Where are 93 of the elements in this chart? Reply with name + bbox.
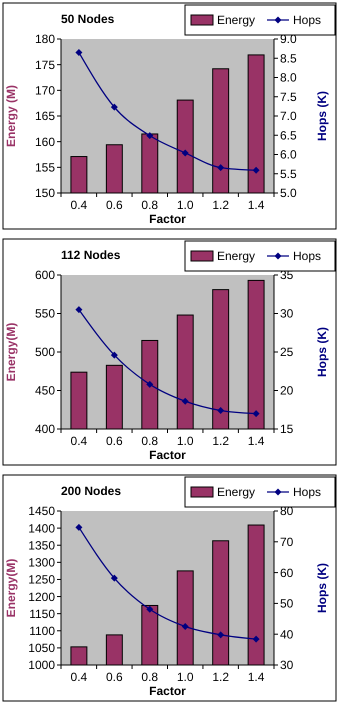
point (110, 574, 118, 582)
y2-tick-label: 5.0 (280, 186, 298, 200)
y2-tick-label: 6.5 (280, 128, 298, 142)
x-tick-label: 0.4 (70, 670, 88, 684)
y-tick-label: 1350 (28, 538, 56, 552)
y-tick-label: 155 (34, 160, 56, 175)
x-tick-label: 0.6 (106, 198, 124, 212)
chart-title: 200 Nodes (61, 484, 122, 498)
point (252, 410, 260, 418)
y-tick-label: 1050 (28, 641, 56, 656)
point (182, 623, 189, 630)
chart-title: 112 Nodes (61, 248, 121, 262)
point (217, 164, 224, 172)
x-tick-label: 0.6 (106, 434, 124, 448)
y-axis-title: Energy(M) (4, 558, 18, 618)
y-axis-title: Energy (M) (4, 84, 18, 148)
point (146, 132, 154, 140)
y-tick-label: 180 (34, 32, 56, 46)
y-tick-label: 170 (34, 84, 56, 98)
y2-tick-label: 30 (280, 306, 294, 321)
y2-tick-label: 15 (280, 422, 294, 436)
y-tick-label: 1250 (28, 572, 56, 587)
y2-tick-label: 20 (280, 384, 294, 398)
x-tick-label: 0.6 (106, 670, 124, 684)
x-axis-title: Factor (149, 684, 186, 698)
y-tick-label: 500 (34, 345, 56, 360)
y-tick-label: 175 (34, 58, 56, 72)
y2-axis-title: Hops (K) (315, 91, 329, 141)
y-tick-label: 1150 (29, 606, 56, 621)
point (217, 631, 224, 638)
legend-label: Hops (293, 485, 322, 500)
chart-title: 50 Nodes (61, 12, 115, 26)
x-tick-label: 1.4 (248, 434, 265, 448)
x-tick-label: 1.2 (212, 198, 230, 212)
x-tick-label: 1.2 (212, 670, 230, 684)
point (182, 149, 189, 156)
y2-tick-label: 25 (280, 345, 294, 360)
y-tick-label: 1000 (28, 658, 56, 672)
y2-tick-label: 7.0 (280, 109, 298, 124)
y2-tick-label: 8.5 (280, 51, 298, 66)
y2-tick-label: 8.0 (280, 70, 298, 85)
x-tick-label: 0.8 (141, 198, 158, 212)
y2-tick-label: 7.5 (280, 90, 298, 104)
point (110, 104, 118, 111)
x-tick-label: 0.8 (141, 434, 158, 448)
point (182, 398, 189, 405)
y-tick-label: 165 (34, 109, 56, 124)
y-tick-label: 150 (34, 186, 56, 200)
x-tick-label: 1.0 (176, 198, 194, 212)
y-tick-label: 160 (34, 134, 56, 149)
y-tick-label: 1300 (28, 556, 56, 570)
y-tick-label: 550 (34, 306, 56, 321)
y-tick-label: 1100 (29, 624, 56, 638)
y2-tick-label: 50 (280, 596, 294, 611)
y2-axis-title: Hops (K) (315, 563, 329, 613)
x-tick-label: 0.4 (70, 434, 88, 448)
x-tick-label: 1.0 (176, 670, 194, 684)
point (217, 407, 224, 414)
point (110, 352, 118, 359)
point (75, 524, 82, 531)
x-axis-title: Factor (149, 448, 186, 462)
y-axis-title: Energy(M) (4, 322, 18, 382)
y2-tick-label: 60 (280, 566, 294, 580)
x-tick-label: 1.4 (248, 670, 265, 684)
legend-label: Energy (217, 485, 256, 500)
legend-label: Hops (293, 13, 322, 28)
y-tick-label: 600 (34, 268, 56, 282)
legend-label: Hops (293, 249, 322, 264)
y-tick-label: 450 (34, 384, 56, 398)
y2-axis-title: Hops (K) (315, 327, 329, 377)
point (252, 636, 260, 643)
point (146, 606, 154, 613)
point (146, 380, 154, 388)
y-tick-label: 1200 (28, 590, 56, 604)
y2-tick-label: 5.5 (280, 166, 298, 181)
point (252, 166, 260, 174)
x-tick-label: 1.0 (176, 434, 194, 448)
x-tick-label: 0.4 (70, 198, 88, 212)
point (75, 306, 82, 314)
y-tick-label: 400 (34, 422, 56, 436)
y-tick-label: 1400 (28, 521, 56, 536)
legend-label: Energy (217, 249, 256, 264)
y2-tick-label: 6.0 (280, 148, 298, 162)
y2-tick-label: 30 (280, 658, 294, 672)
point (75, 48, 82, 56)
y2-tick-label: 40 (280, 627, 294, 642)
y2-tick-label: 70 (280, 535, 294, 549)
x-tick-label: 1.4 (248, 198, 265, 212)
y-tick-label: 1450 (28, 504, 56, 518)
x-tick-label: 0.8 (141, 670, 158, 684)
x-axis-title: Factor (149, 212, 186, 226)
legend-label: Energy (217, 13, 256, 28)
x-tick-label: 1.2 (212, 434, 230, 448)
